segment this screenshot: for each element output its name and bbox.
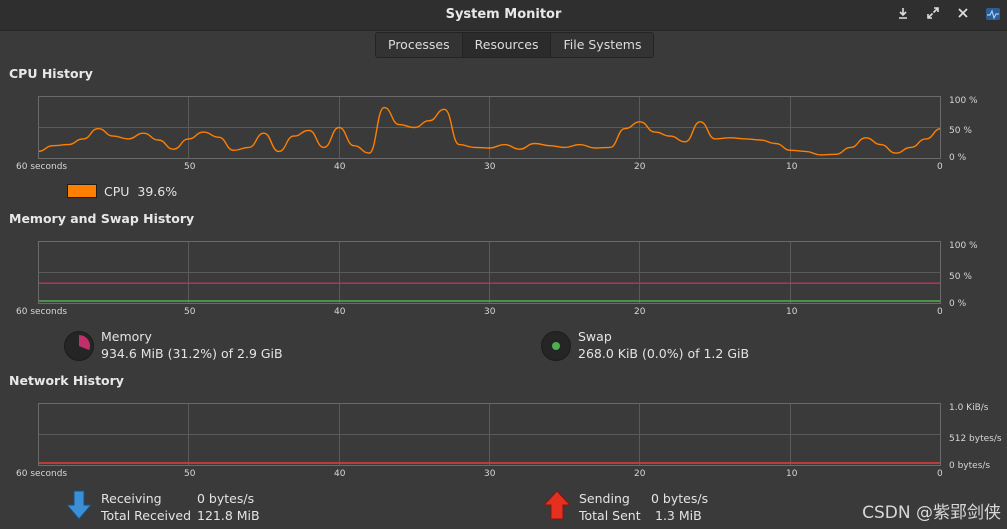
x-tick-label: 20	[634, 469, 646, 479]
y-tick-label: 100 %	[949, 241, 978, 251]
x-tick-label: 0	[937, 162, 943, 172]
grid-line	[790, 241, 791, 304]
grid-line	[339, 403, 340, 466]
cpu-value: 39.6%	[137, 184, 178, 199]
x-tick-label: 10	[786, 469, 798, 479]
total-sent-label: Total Sent	[579, 508, 641, 523]
download-arrow-icon	[65, 490, 93, 520]
network-line-plot	[38, 462, 941, 464]
upload-arrow-icon	[542, 490, 572, 520]
y-tick-label: 0 %	[949, 153, 967, 163]
x-tick-label: 50	[184, 307, 196, 317]
swap-pie-icon	[552, 342, 560, 350]
title-bar: System Monitor	[0, 0, 1007, 31]
grid-line	[489, 96, 490, 159]
grid-line	[489, 241, 490, 304]
close-button[interactable]	[954, 6, 972, 24]
grid-line	[790, 403, 791, 466]
x-tick-label: 0	[937, 469, 943, 479]
x-tick-label: 10	[786, 162, 798, 172]
x-tick-label: 10	[786, 307, 798, 317]
network-history-title: Network History	[9, 373, 124, 388]
grid-line	[188, 241, 189, 304]
x-tick-label: 40	[334, 469, 346, 479]
swap-value: 268.0 KiB (0.0%) of 1.2 GiB	[578, 346, 750, 361]
swap-pie-button[interactable]	[541, 331, 571, 361]
y-tick-label: 50 %	[949, 272, 972, 282]
download-arrow-icon	[899, 8, 907, 19]
receiving-color-button[interactable]	[65, 490, 93, 520]
x-tick-label: 60 seconds	[16, 307, 68, 317]
x-tick-label: 30	[484, 307, 496, 317]
close-icon	[958, 8, 968, 18]
x-tick-label: 50	[184, 162, 196, 172]
minimize-button[interactable]	[894, 6, 912, 24]
sending-label: Sending	[579, 491, 630, 506]
y-tick-label: 50 %	[949, 126, 972, 136]
total-received-label: Total Received	[101, 508, 192, 523]
grid-line	[790, 96, 791, 159]
memory-pie-icon	[79, 335, 91, 351]
system-monitor-icon	[986, 8, 1000, 20]
x-tick-label: 20	[634, 162, 646, 172]
x-tick-label: 30	[484, 469, 496, 479]
y-tick-label: 0 bytes/s	[949, 461, 991, 471]
graph-frame	[38, 403, 941, 466]
grid-line	[188, 403, 189, 466]
cpu-color-swatch[interactable]	[67, 184, 97, 198]
y-tick-label: 1.0 KiB/s	[949, 403, 989, 413]
tab-bar: Processes Resources File Systems	[375, 32, 655, 58]
memory-swap-graph	[38, 241, 941, 304]
expand-icon	[927, 7, 939, 19]
grid-line	[639, 96, 640, 159]
grid-line	[339, 241, 340, 304]
grid-line	[188, 96, 189, 159]
total-received-value: 121.8 MiB	[197, 508, 260, 523]
x-tick-label: 40	[334, 307, 346, 317]
grid-line	[639, 241, 640, 304]
tab-processes[interactable]: Processes	[376, 33, 463, 57]
total-sent-value: 1.3 MiB	[655, 508, 702, 523]
x-tick-label: 60 seconds	[16, 162, 68, 172]
sending-value: 0 bytes/s	[651, 491, 709, 506]
watermark: CSDN @紫郢剑侠	[862, 503, 1001, 523]
cpu-history-graph	[38, 96, 941, 159]
memory-label: Memory	[101, 329, 152, 344]
memory-line-plot	[38, 282, 941, 302]
grid-line	[639, 403, 640, 466]
x-tick-label: 20	[634, 307, 646, 317]
y-tick-label: 100 %	[949, 96, 978, 106]
cpu-history-title: CPU History	[9, 66, 93, 81]
cpu-legend: CPU 39.6%	[104, 184, 177, 199]
tab-file-systems[interactable]: File Systems	[551, 33, 654, 57]
swap-label: Swap	[578, 329, 612, 344]
maximize-button[interactable]	[924, 6, 942, 24]
memory-swap-history-title: Memory and Swap History	[9, 211, 195, 226]
x-tick-label: 0	[937, 307, 943, 317]
sending-color-button[interactable]	[542, 490, 572, 520]
series-line-cpu	[38, 106, 941, 156]
x-tick-label: 50	[184, 469, 196, 479]
cpu-line-plot	[38, 106, 941, 156]
receiving-value: 0 bytes/s	[197, 491, 255, 506]
y-tick-label: 0 %	[949, 299, 967, 309]
app-icon	[984, 6, 1002, 24]
x-tick-label: 60 seconds	[16, 469, 68, 479]
network-history-graph	[38, 403, 941, 466]
graph-frame	[38, 241, 941, 304]
x-tick-label: 30	[484, 162, 496, 172]
cpu-label: CPU	[104, 184, 130, 199]
x-tick-label: 40	[334, 162, 346, 172]
graph-frame	[38, 96, 941, 159]
memory-value: 934.6 MiB (31.2%) of 2.9 GiB	[101, 346, 283, 361]
grid-line	[489, 403, 490, 466]
tab-resources[interactable]: Resources	[462, 33, 552, 57]
memory-pie-button[interactable]	[64, 331, 94, 361]
window-title: System Monitor	[445, 7, 562, 22]
receiving-label: Receiving	[101, 491, 162, 506]
y-tick-label: 512 bytes/s	[949, 434, 1002, 444]
